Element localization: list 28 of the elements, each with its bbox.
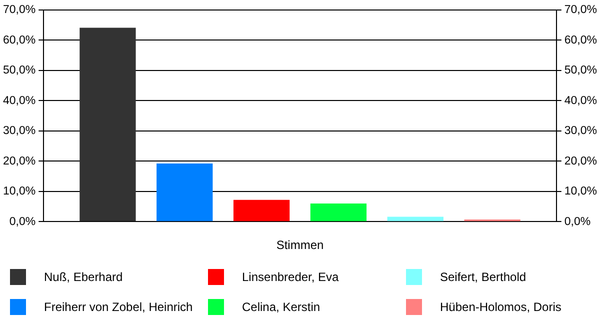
bar — [80, 28, 136, 222]
legend-label: Nuß, Eberhard — [44, 270, 123, 284]
y-tick-label: 50,0% — [3, 64, 36, 77]
x-tick-label: Stimmen — [276, 238, 324, 252]
text: 70,0% — [564, 4, 597, 16]
text: 30,0% — [564, 125, 597, 138]
text: 10,0% — [564, 186, 597, 198]
legend-label: Hüben-Holomos, Doris — [440, 300, 562, 314]
bar — [387, 216, 444, 222]
bar — [310, 203, 367, 222]
y-tick-label: 20,0% — [3, 155, 36, 168]
legend-label: Celina, Kerstin — [242, 300, 320, 314]
y-tick-label: 0,0% — [9, 216, 36, 228]
text: 60,0% — [564, 34, 597, 46]
y-tick-label: 10,0% — [3, 186, 36, 198]
text: 0,0% — [564, 216, 591, 228]
y-tick-label: 70,0% — [3, 4, 36, 16]
legend-label: Freiherr von Zobel, Heinrich — [44, 300, 193, 314]
legend-label: Linsenbreder, Eva — [242, 270, 339, 284]
bar — [156, 164, 213, 222]
text: 20,0% — [564, 155, 597, 168]
text: 50,0% — [564, 64, 597, 77]
y-tick-label: 60,0% — [3, 34, 36, 46]
bar — [233, 200, 290, 222]
y-tick-label: 40,0% — [3, 94, 36, 107]
y-tick-label: 30,0% — [3, 125, 36, 138]
legend-label: Seifert, Berthold — [440, 270, 526, 284]
text: 40,0% — [564, 94, 597, 107]
